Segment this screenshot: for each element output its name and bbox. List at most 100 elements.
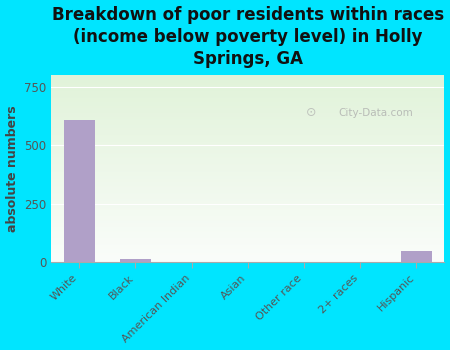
Bar	[51, 201, 445, 202]
Bar	[51, 131, 445, 132]
Bar	[51, 205, 445, 206]
Bar	[51, 78, 445, 79]
Bar	[51, 196, 445, 197]
Bar	[51, 105, 445, 106]
Bar	[51, 218, 445, 219]
Bar	[51, 137, 445, 138]
Bar	[51, 94, 445, 95]
Bar	[51, 160, 445, 161]
Bar	[51, 256, 445, 257]
Bar	[51, 117, 445, 118]
Bar	[51, 80, 445, 81]
Bar	[51, 253, 445, 254]
Bar	[51, 81, 445, 82]
Bar	[51, 112, 445, 113]
Bar	[51, 259, 445, 260]
Bar	[51, 75, 445, 76]
Bar	[51, 187, 445, 188]
Bar	[51, 189, 445, 190]
Bar	[51, 177, 445, 178]
Bar	[51, 138, 445, 139]
Bar	[51, 158, 445, 159]
Bar	[51, 167, 445, 168]
Bar	[51, 257, 445, 258]
Bar	[51, 178, 445, 179]
Bar	[51, 172, 445, 173]
Bar	[51, 181, 445, 182]
Bar	[51, 122, 445, 123]
Bar	[51, 188, 445, 189]
Bar	[51, 249, 445, 250]
Bar	[51, 245, 445, 246]
Bar	[51, 212, 445, 213]
Bar	[51, 123, 445, 124]
Bar	[51, 97, 445, 98]
Bar	[51, 223, 445, 224]
Bar	[51, 101, 445, 102]
Bar	[51, 225, 445, 226]
Bar	[51, 149, 445, 150]
Bar	[51, 88, 445, 89]
Bar	[401, 251, 432, 262]
Bar	[51, 89, 445, 90]
Bar	[51, 132, 445, 133]
Bar	[51, 165, 445, 166]
Bar	[51, 261, 445, 262]
Bar	[51, 111, 445, 112]
Bar	[51, 130, 445, 131]
Bar	[51, 204, 445, 205]
Bar	[51, 226, 445, 227]
Bar	[51, 240, 445, 241]
Bar	[51, 153, 445, 154]
Bar	[51, 128, 445, 130]
Bar	[51, 142, 445, 144]
Bar	[51, 100, 445, 101]
Bar	[51, 91, 445, 92]
Bar	[51, 164, 445, 165]
Bar	[51, 93, 445, 94]
Bar	[51, 166, 445, 167]
Bar	[51, 258, 445, 259]
Bar	[51, 221, 445, 222]
Bar	[51, 163, 445, 164]
Bar	[51, 151, 445, 152]
Bar	[51, 174, 445, 175]
Bar	[51, 150, 445, 151]
Bar	[51, 116, 445, 117]
Bar	[51, 209, 445, 210]
Bar	[51, 135, 445, 136]
Bar	[51, 208, 445, 209]
Bar	[51, 207, 445, 208]
Bar	[51, 147, 445, 148]
Bar	[51, 159, 445, 160]
Bar	[51, 76, 445, 77]
Title: Breakdown of poor residents within races
(income below poverty level) in Holly
S: Breakdown of poor residents within races…	[52, 6, 444, 68]
Bar	[51, 169, 445, 170]
Bar	[51, 136, 445, 137]
Bar	[51, 233, 445, 234]
Bar	[51, 232, 445, 233]
Bar	[51, 227, 445, 228]
Bar	[51, 250, 445, 251]
Bar	[51, 184, 445, 186]
Bar	[51, 191, 445, 192]
Bar	[51, 220, 445, 221]
Bar	[51, 192, 445, 193]
Bar	[51, 224, 445, 225]
Bar	[51, 161, 445, 162]
Bar	[51, 237, 445, 238]
Bar	[51, 182, 445, 183]
Bar	[51, 215, 445, 216]
Bar	[51, 199, 445, 201]
Bar	[51, 155, 445, 156]
Bar	[51, 241, 445, 242]
Bar	[51, 214, 445, 215]
Bar	[51, 82, 445, 83]
Y-axis label: absolute numbers: absolute numbers	[5, 105, 18, 232]
Bar	[51, 79, 445, 80]
Bar	[51, 103, 445, 104]
Text: City-Data.com: City-Data.com	[338, 107, 413, 118]
Bar	[64, 120, 95, 262]
Bar	[51, 231, 445, 232]
Bar	[51, 173, 445, 174]
